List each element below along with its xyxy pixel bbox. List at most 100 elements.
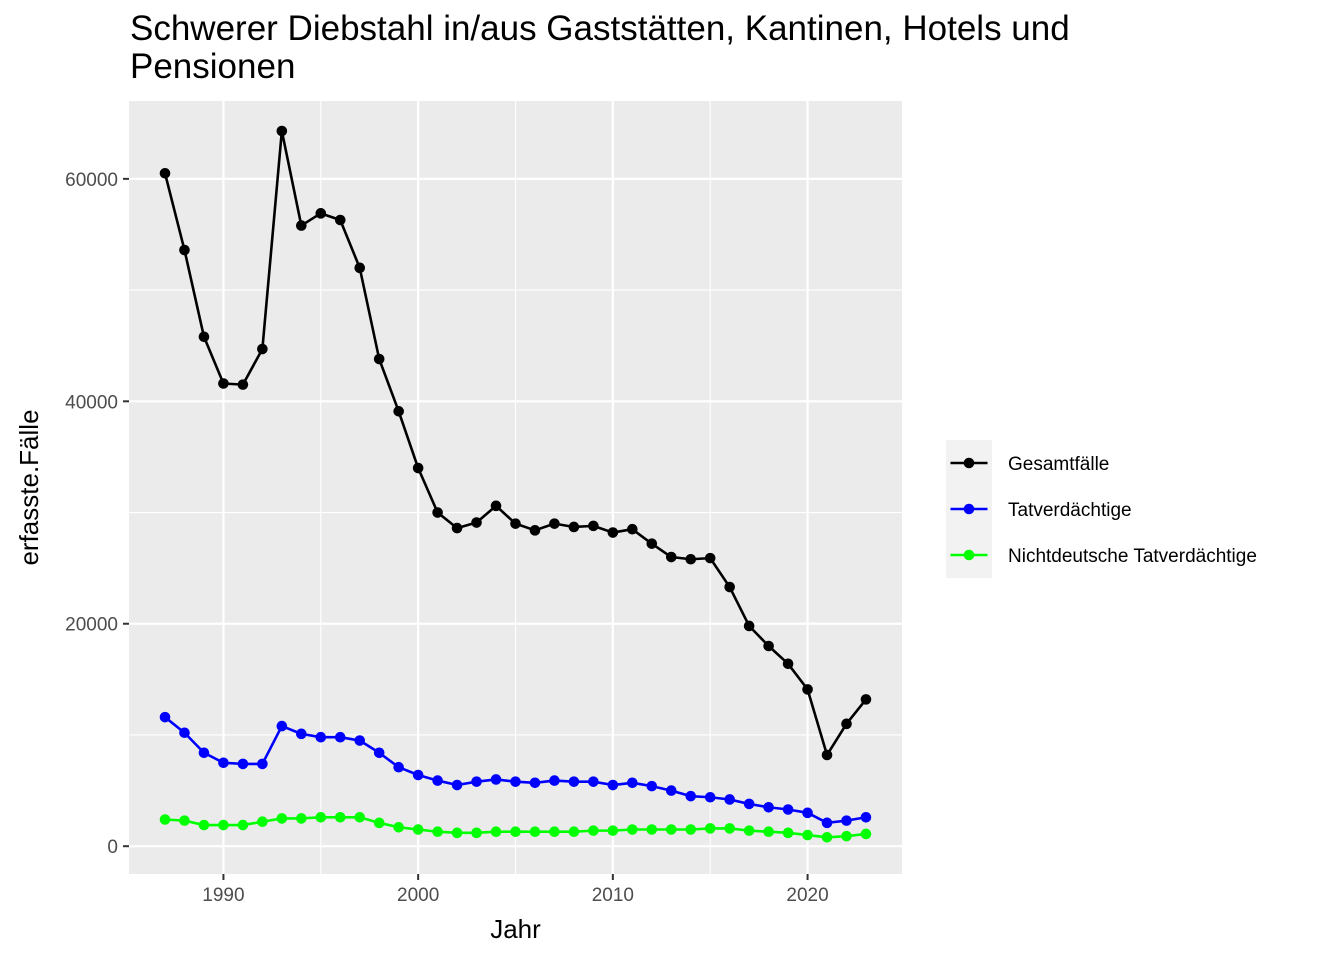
- data-point: [412, 824, 424, 835]
- data-point: [490, 774, 502, 785]
- data-point: [490, 826, 502, 838]
- y-tick-label: 20000: [65, 615, 118, 636]
- data-point: [588, 520, 599, 532]
- data-point: [646, 538, 658, 549]
- legend-key-point: [963, 503, 975, 515]
- data-point: [432, 826, 443, 838]
- data-point: [704, 823, 716, 834]
- data-point: [218, 378, 229, 389]
- data-point: [529, 525, 541, 536]
- data-point: [724, 823, 735, 834]
- data-point: [646, 780, 658, 792]
- data-point: [257, 758, 268, 770]
- data-point: [821, 831, 833, 843]
- data-point: [743, 798, 755, 810]
- data-point: [315, 811, 327, 823]
- data-point: [490, 500, 502, 512]
- legend-label: Gesamtfälle: [1008, 454, 1109, 475]
- data-point: [451, 522, 463, 534]
- data-point: [179, 815, 190, 826]
- data-point: [237, 819, 249, 831]
- x-tick-label: 2000: [397, 885, 439, 906]
- data-point: [510, 776, 521, 787]
- grid-major: [129, 101, 902, 874]
- data-point: [763, 801, 774, 813]
- data-point: [743, 620, 755, 632]
- data-point: [588, 825, 599, 836]
- data-point: [296, 220, 307, 231]
- data-point: [334, 811, 346, 823]
- data-point: [159, 167, 171, 179]
- data-point: [315, 731, 327, 743]
- data-point: [257, 816, 268, 828]
- data-point: [354, 262, 366, 274]
- y-tick-label: 40000: [65, 392, 118, 413]
- data-point: [685, 824, 697, 835]
- legend-label: Nichtdeutsche Tatverdächtige: [1008, 546, 1257, 567]
- data-point: [159, 814, 171, 825]
- data-point: [198, 331, 210, 343]
- legend-key-point: [963, 457, 975, 469]
- data-point: [860, 811, 872, 823]
- legend-key-point: [963, 549, 975, 561]
- data-point: [276, 813, 288, 824]
- data-point: [821, 749, 833, 761]
- data-point: [782, 804, 794, 815]
- data-point: [802, 829, 813, 841]
- data-point: [257, 343, 268, 355]
- data-point: [393, 821, 404, 833]
- data-point: [471, 517, 482, 528]
- data-point: [393, 406, 404, 417]
- data-point: [510, 518, 521, 529]
- data-point: [451, 779, 463, 791]
- data-point: [685, 790, 697, 802]
- legend-label: Tatverdächtige: [1008, 500, 1132, 521]
- y-tick-label: 60000: [65, 170, 118, 191]
- data-point: [860, 694, 872, 705]
- grid-minor: [129, 101, 902, 874]
- data-point: [159, 711, 171, 723]
- data-point: [724, 794, 735, 805]
- data-point: [588, 776, 599, 787]
- data-point: [607, 825, 619, 836]
- data-point: [218, 819, 229, 831]
- data-point: [607, 779, 619, 791]
- data-point: [841, 830, 852, 842]
- data-point: [432, 507, 443, 518]
- data-point: [549, 775, 560, 786]
- data-point: [724, 581, 735, 593]
- data-point: [627, 777, 638, 789]
- x-tick-label: 2010: [592, 885, 634, 906]
- data-point: [665, 824, 677, 835]
- data-point: [198, 819, 210, 831]
- data-point: [296, 728, 307, 740]
- data-point: [296, 813, 307, 824]
- x-axis-title: Jahr: [490, 914, 541, 944]
- data-point: [334, 731, 346, 743]
- data-point: [549, 518, 560, 529]
- data-point: [665, 551, 677, 563]
- data-point: [607, 527, 619, 538]
- data-point: [568, 776, 580, 787]
- chart-title: Schwerer Diebstahl in/aus Gaststätten, K…: [130, 9, 1070, 86]
- data-point: [393, 761, 404, 773]
- data-point: [529, 777, 541, 789]
- data-point: [841, 815, 852, 826]
- axis-layer: 1990 2000 2010 2020 0 20000 40000 60000: [65, 170, 829, 906]
- data-point: [471, 827, 482, 839]
- x-tick-label: 2020: [786, 885, 828, 906]
- data-point: [665, 785, 677, 796]
- data-point: [412, 462, 424, 474]
- data-point: [646, 824, 658, 835]
- data-point: [373, 353, 385, 365]
- data-point: [802, 684, 813, 695]
- data-point: [412, 769, 424, 781]
- data-point: [763, 826, 774, 838]
- data-point: [315, 208, 327, 219]
- data-point: [432, 775, 443, 786]
- data-point: [451, 827, 463, 839]
- data-point: [276, 125, 288, 137]
- data-point: [782, 658, 794, 670]
